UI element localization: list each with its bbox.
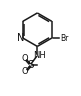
Text: O: O bbox=[21, 67, 28, 76]
Text: S: S bbox=[27, 60, 34, 70]
Text: O: O bbox=[21, 54, 28, 63]
Text: N: N bbox=[17, 33, 24, 43]
Text: NH: NH bbox=[33, 51, 46, 60]
Text: Br: Br bbox=[60, 34, 68, 43]
